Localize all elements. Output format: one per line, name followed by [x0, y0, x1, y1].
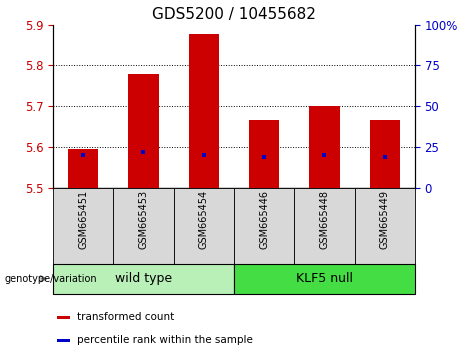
Bar	[113, 188, 174, 264]
Text: GSM665451: GSM665451	[78, 190, 88, 249]
Bar	[57, 316, 70, 319]
Text: GSM665446: GSM665446	[259, 190, 269, 249]
Bar	[53, 188, 113, 264]
Title: GDS5200 / 10455682: GDS5200 / 10455682	[152, 7, 316, 22]
Bar	[294, 188, 355, 264]
Text: GSM665449: GSM665449	[380, 190, 390, 249]
Bar	[355, 188, 415, 264]
Text: transformed count: transformed count	[77, 312, 174, 322]
Bar	[57, 339, 70, 342]
Bar	[68, 149, 98, 188]
Bar	[189, 34, 219, 188]
Text: GSM665454: GSM665454	[199, 190, 209, 249]
Bar	[129, 74, 159, 188]
Text: GSM665448: GSM665448	[319, 190, 330, 249]
Bar	[249, 120, 279, 188]
Bar	[234, 188, 294, 264]
Bar	[174, 188, 234, 264]
Text: wild type: wild type	[115, 272, 172, 285]
Bar	[370, 120, 400, 188]
Text: GSM665453: GSM665453	[138, 190, 148, 249]
Text: genotype/variation: genotype/variation	[5, 274, 97, 284]
Text: KLF5 null: KLF5 null	[296, 272, 353, 285]
Bar	[234, 264, 415, 294]
Bar	[309, 106, 339, 188]
Text: percentile rank within the sample: percentile rank within the sample	[77, 335, 253, 346]
Bar	[53, 264, 234, 294]
